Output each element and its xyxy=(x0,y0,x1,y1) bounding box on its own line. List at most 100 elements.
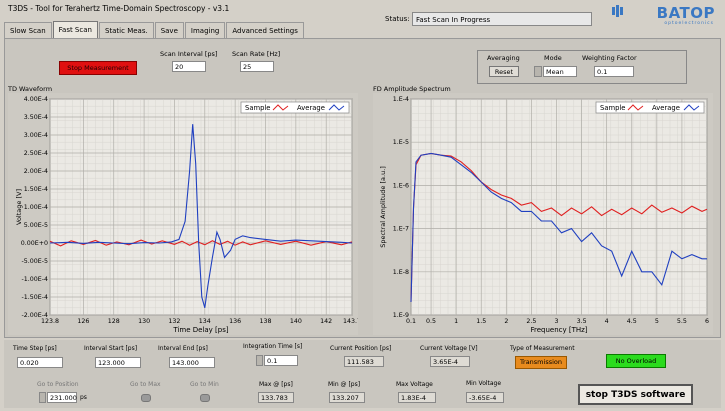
x-tick-label: 130 xyxy=(138,318,150,325)
grid xyxy=(410,98,708,316)
y-tick-label: -1.50E-4 xyxy=(21,294,48,301)
legend: Sample Average xyxy=(595,101,705,114)
goto-min-button[interactable] xyxy=(200,394,210,402)
min-at-label: Min @ [ps] xyxy=(328,381,361,388)
x-tick-label: 132 xyxy=(168,318,180,325)
y-tick-label: 0.00E+0 xyxy=(21,240,48,247)
legend-label: Sample xyxy=(245,104,271,112)
max-voltage-display: 1.83E-4 xyxy=(398,392,436,403)
y-tick-label: -2.00E-4 xyxy=(21,312,48,319)
tab-slow-scan[interactable]: Slow Scan xyxy=(4,22,52,39)
tab-fast-scan[interactable]: Fast Scan xyxy=(52,21,98,39)
x-tick-label: 134 xyxy=(199,318,211,325)
x-tick-label: 5 xyxy=(655,318,659,325)
interval-start-label: Interval Start [ps] xyxy=(84,345,138,352)
mode-select[interactable]: Mean xyxy=(543,66,577,77)
x-tick-label: 4 xyxy=(605,318,609,325)
x-tick-label: 143.7 xyxy=(343,318,358,325)
legend-label: Average xyxy=(297,104,325,112)
y-tick-label: 1.E-7 xyxy=(393,226,409,233)
x-tick-label: 128 xyxy=(108,318,120,325)
y-axis-label: Spectral Amplitude [a.u.] xyxy=(379,166,387,248)
x-tick-label: 142 xyxy=(320,318,332,325)
overload-indicator: No Overload xyxy=(606,354,666,368)
time-step-input[interactable]: 0.020 xyxy=(17,357,63,368)
y-tick-label: 2.50E-4 xyxy=(24,150,48,157)
goto-position-input[interactable]: 231.000 xyxy=(47,392,77,403)
reset-button[interactable]: Reset xyxy=(489,66,519,77)
scan-interval-input[interactable]: 20 xyxy=(172,61,206,72)
logo-subtext: optoelectronics xyxy=(664,21,714,26)
tab-save[interactable]: Save xyxy=(154,22,184,39)
fd-spectrum-title: FD Amplitude Spectrum xyxy=(373,85,451,93)
goto-position-unit: ps xyxy=(80,394,87,401)
integration-time-label: Integration Time [s] xyxy=(243,343,303,350)
x-tick-label: 3 xyxy=(554,318,558,325)
x-axis-label: Time Delay [ps] xyxy=(172,326,228,334)
status-display: Fast Scan In Progress xyxy=(412,12,592,26)
app-title: T3DS - Tool for Terahertz Time-Domain Sp… xyxy=(8,4,230,13)
time-step-label: Time Step [ps] xyxy=(13,345,57,352)
legend: Sample Average xyxy=(240,101,350,114)
tab-bar: Slow Scan Fast Scan Static Meas. Save Im… xyxy=(4,21,305,39)
y-tick-label: 3.00E-4 xyxy=(24,132,48,139)
interval-end-label: Interval End [ps] xyxy=(158,345,208,352)
min-voltage-label: Min Voltage xyxy=(466,380,502,387)
legend-swatch xyxy=(328,104,345,111)
y-tick-label: -1.00E-4 xyxy=(21,276,48,283)
max-voltage-label: Max Voltage xyxy=(396,381,433,388)
tab-static-meas[interactable]: Static Meas. xyxy=(98,22,154,39)
x-axis-label: Frequency [THz] xyxy=(530,326,587,334)
y-tick-label: 5.00E-5 xyxy=(24,222,48,229)
series-line-average xyxy=(49,124,353,308)
scan-rate-label: Scan Rate [Hz] xyxy=(232,50,281,58)
weighting-factor-label: Weighting Factor xyxy=(582,54,637,62)
weighting-factor-input[interactable]: 0.1 xyxy=(594,66,634,77)
goto-position-label: Go to Position xyxy=(37,381,79,388)
x-tick-label: 2 xyxy=(504,318,508,325)
goto-max-button[interactable] xyxy=(141,394,151,402)
x-tick-label: 126 xyxy=(77,318,89,325)
scan-interval-label: Scan Interval [ps] xyxy=(160,50,218,58)
legend-label: Average xyxy=(652,104,680,112)
scan-rate-input[interactable]: 25 xyxy=(240,61,274,72)
fd-spectrum-chart: 0.1 0.5 1 1.5 2 2.5 3 3.5 4 4.5 5 5.5 6 1.E-4 1.E-5 1.E… xyxy=(373,93,713,335)
y-tick-label: 1.E-9 xyxy=(393,312,409,319)
y-tick-label: 1.00E-4 xyxy=(24,204,48,211)
logo-mark-icon xyxy=(612,5,623,17)
goto-position-stepper-icon[interactable] xyxy=(39,392,46,403)
x-tick-label: 0.5 xyxy=(426,318,436,325)
logo-text: BATOP xyxy=(656,4,715,22)
x-tick-label: 3.5 xyxy=(577,318,587,325)
current-voltage-label: Current Voltage [V] xyxy=(420,345,478,352)
max-at-display: 133.783 xyxy=(258,392,294,403)
x-tick-label: 140 xyxy=(290,318,302,325)
max-at-label: Max @ [ps] xyxy=(259,381,293,388)
x-tick-label: 138 xyxy=(259,318,271,325)
type-of-measurement-label: Type of Measurement xyxy=(510,345,575,352)
y-tick-label: 1.E-8 xyxy=(393,269,409,276)
min-voltage-display: -3.65E-4 xyxy=(466,392,504,403)
tab-imaging[interactable]: Imaging xyxy=(184,22,226,39)
interval-end-input[interactable]: 143.000 xyxy=(169,357,215,368)
y-tick-label: -5.00E-5 xyxy=(21,258,48,265)
legend-swatch xyxy=(272,104,289,111)
stop-measurement-button[interactable]: Stop Measurement xyxy=(59,61,137,75)
x-tick-label: 5.5 xyxy=(677,318,687,325)
goto-max-label: Go to Max xyxy=(130,381,161,388)
legend-swatch xyxy=(683,104,700,111)
x-tick-label: 4.5 xyxy=(627,318,637,325)
tab-advanced-settings[interactable]: Advanced Settings xyxy=(226,22,304,39)
current-position-display: 111.583 xyxy=(344,356,384,367)
series-line-average xyxy=(410,152,707,303)
y-tick-label: 1.E-4 xyxy=(393,96,409,103)
mode-ring-arrows-icon[interactable] xyxy=(534,66,542,77)
integration-time-stepper-icon[interactable] xyxy=(256,355,263,366)
x-tick-label: 1 xyxy=(454,318,458,325)
stop-t3ds-software-button[interactable]: stop T3DS software xyxy=(578,384,693,405)
integration-time-input[interactable]: 0.1 xyxy=(264,355,298,366)
current-voltage-display: 3.65E-4 xyxy=(430,356,470,367)
y-tick-label: 1.E-6 xyxy=(393,182,409,189)
type-of-measurement-select[interactable]: Transmission xyxy=(515,356,567,369)
interval-start-input[interactable]: 123.000 xyxy=(95,357,141,368)
